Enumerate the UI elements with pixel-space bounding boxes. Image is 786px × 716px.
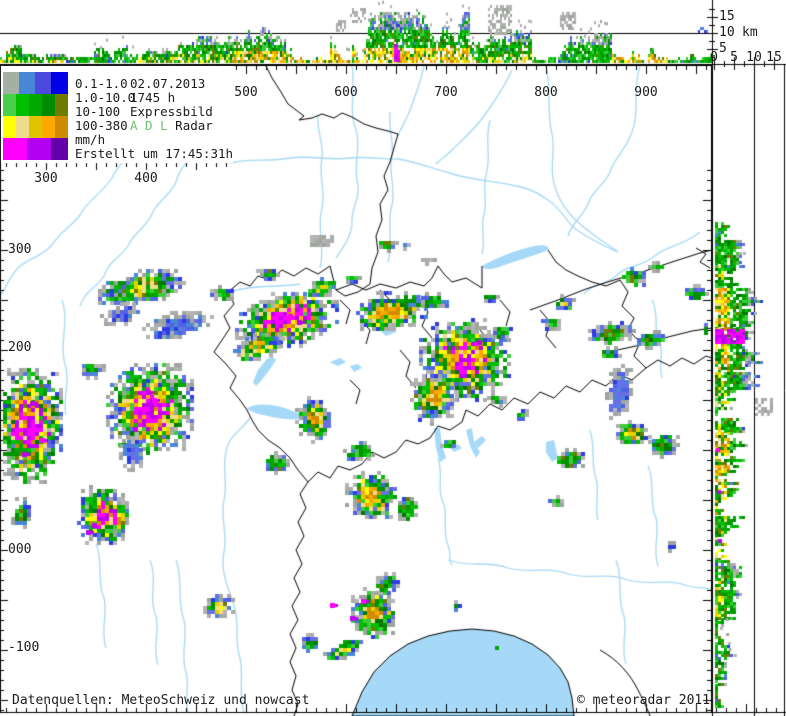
color-swatch — [3, 138, 27, 160]
color-swatch — [42, 94, 55, 116]
legend-row: 10-100 Expressbild — [75, 105, 213, 118]
map-y-axis-label: 300 — [8, 242, 32, 257]
map-y-axis-label: 000 — [8, 542, 32, 557]
width-axis-label: 10 — [746, 50, 762, 65]
legend-row: mm/h — [75, 133, 130, 146]
legend-panel: 0.1-1.0 02.07.2013 1.0-10.01745 h 10-100 E… — [1, 66, 233, 163]
color-swatch — [29, 116, 42, 138]
color-scale-row — [3, 138, 68, 160]
radar-word: Radar — [167, 118, 213, 133]
map-x-axis-label: 800 — [534, 85, 558, 100]
color-scale-row — [3, 116, 68, 138]
color-swatch — [55, 94, 68, 116]
legend-row: 100-380 A D L Radar — [75, 119, 213, 132]
legend-time: 1745 h — [130, 90, 176, 105]
width-axis-label: 5 — [730, 50, 738, 65]
color-swatch — [51, 72, 68, 94]
color-swatch — [16, 116, 29, 138]
color-swatch — [35, 72, 51, 94]
width-axis-label: 15 — [766, 50, 782, 65]
creation-timestamp: Erstellt um 17:45:31h — [75, 146, 234, 161]
color-swatch — [51, 138, 68, 160]
color-swatch — [19, 72, 35, 94]
legend-unit: mm/h — [75, 132, 106, 147]
color-swatch — [42, 116, 55, 138]
height-axis-label: 15 — [719, 9, 735, 24]
legend-range-1: 0.1-1.0 — [75, 76, 128, 91]
legend-date: 02.07.2013 — [130, 76, 206, 91]
color-swatch — [27, 138, 51, 160]
height-axis-label: 5 — [719, 41, 727, 56]
map-x-axis-label: 900 — [634, 85, 658, 100]
km-unit-label: km — [742, 25, 758, 40]
radar-site-codes: A D L — [130, 118, 168, 133]
map-x-axis-label: 500 — [234, 85, 258, 100]
width-axis-label: 0 — [710, 50, 718, 65]
map-x-axis-label: 400 — [134, 171, 158, 186]
map-x-axis-label: 300 — [34, 171, 58, 186]
color-swatch — [3, 72, 19, 94]
color-scale-row — [3, 94, 68, 116]
map-x-axis-label: 600 — [334, 85, 358, 100]
color-swatch — [3, 94, 16, 116]
legend-range-2: 1.0-10.0 — [75, 90, 136, 105]
map-y-axis-label: 200 — [8, 340, 32, 355]
color-swatch — [16, 94, 29, 116]
color-swatch — [29, 94, 42, 116]
copyright-notice: © meteoradar 2011 — [577, 693, 711, 708]
legend-row: 1.0-10.01745 h — [75, 91, 175, 104]
map-x-axis-label: 700 — [434, 85, 458, 100]
legend-range-4: 100-380 — [75, 118, 128, 133]
height-axis-label: 10 — [719, 25, 735, 40]
color-swatch — [55, 116, 68, 138]
legend-row: 0.1-1.0 02.07.2013 — [75, 77, 205, 90]
color-swatch — [3, 116, 16, 138]
color-scale-row — [3, 72, 68, 94]
rain-rate-color-scale — [3, 72, 68, 160]
legend-product-name: Expressbild — [130, 104, 213, 119]
data-source-credit: Datenquellen: MeteoSchweiz und nowcast — [12, 693, 310, 708]
map-y-axis-label: -100 — [8, 640, 40, 655]
legend-range-3: 10-100 — [75, 104, 121, 119]
